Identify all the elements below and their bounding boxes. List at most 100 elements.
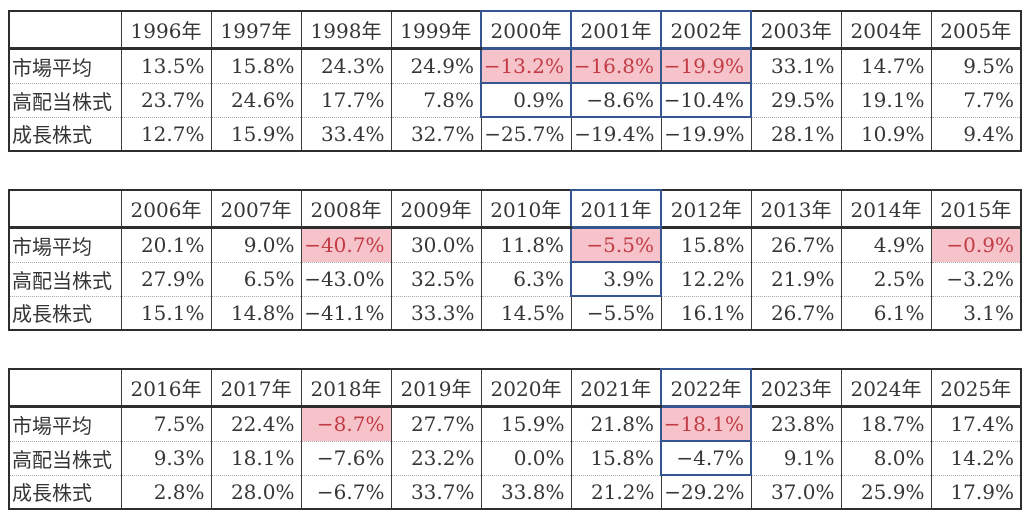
value-cell: 22.4% bbox=[210, 406, 302, 442]
year-header-cell: 2012年 bbox=[660, 189, 752, 229]
value-cell: 25.9% bbox=[840, 474, 932, 510]
value-cell: −8.7% bbox=[300, 406, 392, 442]
value-cell: 33.3% bbox=[390, 295, 482, 331]
value-cell: 23.7% bbox=[120, 82, 212, 118]
year-header-cell: 2005年 bbox=[930, 10, 1022, 50]
value-cell: 12.2% bbox=[660, 261, 752, 297]
value-cell: 26.7% bbox=[750, 227, 842, 263]
value-cell: −5.5% bbox=[570, 295, 662, 331]
value-cell: 7.7% bbox=[930, 82, 1022, 118]
value-cell: 18.1% bbox=[210, 440, 302, 476]
value-cell: −5.5% bbox=[570, 226, 662, 263]
value-cell: −7.6% bbox=[300, 440, 392, 476]
table-row: 市場平均 20.1% 9.0% −40.7% 30.0% 11.8% −5.5% 15.8% 2… bbox=[8, 226, 1022, 263]
year-header-cell: 2013年 bbox=[750, 189, 842, 229]
year-header-cell: 1999年 bbox=[390, 10, 482, 50]
year-header-cell: 2003年 bbox=[750, 10, 842, 50]
value-cell: 33.4% bbox=[300, 116, 392, 152]
value-cell: 17.4% bbox=[930, 406, 1022, 442]
value-cell: 23.2% bbox=[390, 440, 482, 476]
value-cell: 15.9% bbox=[210, 116, 302, 152]
year-header-cell: 1997年 bbox=[210, 10, 302, 50]
value-cell: −0.9% bbox=[930, 227, 1022, 263]
row-label-cell: 高配当株式 bbox=[8, 82, 122, 118]
row-label-cell: 成長株式 bbox=[8, 474, 122, 510]
value-cell: 4.9% bbox=[840, 227, 932, 263]
value-cell: 10.9% bbox=[840, 116, 932, 152]
year-header-cell: 2007年 bbox=[210, 189, 302, 229]
value-cell: 20.1% bbox=[120, 227, 212, 263]
value-cell: 9.0% bbox=[210, 227, 302, 263]
value-cell: −6.7% bbox=[300, 474, 392, 510]
value-cell: 24.6% bbox=[210, 82, 302, 118]
table-row: 高配当株式 9.3% 18.1% −7.6% 23.2% 0.0% 15.8% −4.7% 9.… bbox=[8, 440, 1022, 476]
value-cell: 14.2% bbox=[930, 440, 1022, 476]
value-cell: 0.9% bbox=[480, 82, 572, 118]
header-row: 2006年 2007年 2008年 2009年 2010年 2011年 2012年 2013年… bbox=[8, 189, 1022, 229]
value-cell: 9.4% bbox=[930, 116, 1022, 152]
year-header-cell: 2001年 bbox=[570, 10, 662, 50]
value-cell: 37.0% bbox=[750, 474, 842, 510]
value-cell: 8.0% bbox=[840, 440, 932, 476]
value-cell: 26.7% bbox=[750, 295, 842, 331]
value-cell: 15.1% bbox=[120, 295, 212, 331]
value-cell: 15.8% bbox=[660, 227, 752, 263]
row-label-cell: 高配当株式 bbox=[8, 261, 122, 297]
year-header-cell: 2006年 bbox=[120, 189, 212, 229]
year-header-cell: 2009年 bbox=[390, 189, 482, 229]
value-cell: 32.7% bbox=[390, 116, 482, 152]
year-header-cell: 2015年 bbox=[930, 189, 1022, 229]
value-cell: 9.3% bbox=[120, 440, 212, 476]
year-header-cell: 2000年 bbox=[480, 10, 572, 50]
value-cell: 6.5% bbox=[210, 261, 302, 297]
year-header-cell: 1998年 bbox=[300, 10, 392, 50]
value-cell: 14.8% bbox=[210, 295, 302, 331]
value-cell: 33.8% bbox=[480, 474, 572, 510]
value-cell: 17.7% bbox=[300, 82, 392, 118]
value-cell: 16.1% bbox=[660, 295, 752, 331]
value-cell: 12.7% bbox=[120, 116, 212, 152]
value-cell: −19.9% bbox=[660, 47, 752, 84]
value-cell: 9.5% bbox=[930, 48, 1022, 84]
table-row: 成長株式 12.7% 15.9% 33.4% 32.7% −25.7% −19.4% −19.… bbox=[8, 116, 1022, 152]
value-cell: 15.8% bbox=[570, 440, 662, 476]
year-header-cell: 2004年 bbox=[840, 10, 932, 50]
value-cell: 2.8% bbox=[120, 474, 212, 510]
value-cell: 17.9% bbox=[930, 474, 1022, 510]
value-cell: 21.2% bbox=[570, 474, 662, 510]
header-row: 1996年 1997年 1998年 1999年 2000年 2001年 2002年 2003年… bbox=[8, 10, 1022, 50]
value-cell: 28.0% bbox=[210, 474, 302, 510]
value-cell: −13.2% bbox=[480, 47, 572, 84]
year-header-cell: 2018年 bbox=[300, 368, 392, 408]
header-row: 2016年 2017年 2018年 2019年 2020年 2021年 2022年 2023年… bbox=[8, 368, 1022, 408]
year-header-cell: 2023年 bbox=[750, 368, 842, 408]
value-cell: 7.8% bbox=[390, 82, 482, 118]
table-row: 高配当株式 27.9% 6.5% −43.0% 32.5% 6.3% 3.9% 12.2% 21… bbox=[8, 261, 1022, 297]
row-label-cell: 市場平均 bbox=[8, 227, 122, 263]
table-row: 成長株式 2.8% 28.0% −6.7% 33.7% 33.8% 21.2% −29.2% 3… bbox=[8, 474, 1022, 510]
year-header-cell: 2017年 bbox=[210, 368, 302, 408]
year-header-cell: 2010年 bbox=[480, 189, 572, 229]
value-cell: 24.3% bbox=[300, 48, 392, 84]
value-cell: 9.1% bbox=[750, 440, 842, 476]
value-cell: −18.1% bbox=[660, 405, 752, 442]
row-label-cell: 成長株式 bbox=[8, 116, 122, 152]
table-row: 高配当株式 23.7% 24.6% 17.7% 7.8% 0.9% −8.6% −10.4% 2… bbox=[8, 82, 1022, 118]
value-cell: 11.8% bbox=[480, 227, 572, 263]
value-cell: 19.1% bbox=[840, 82, 932, 118]
value-cell: −19.4% bbox=[570, 116, 662, 152]
value-cell: 6.3% bbox=[480, 261, 572, 297]
value-cell: −29.2% bbox=[660, 474, 752, 510]
value-cell: 18.7% bbox=[840, 406, 932, 442]
year-header-cell: 2014年 bbox=[840, 189, 932, 229]
year-header-cell: 2016年 bbox=[120, 368, 212, 408]
value-cell: 15.9% bbox=[480, 406, 572, 442]
value-cell: −8.6% bbox=[570, 82, 662, 118]
value-cell: −41.1% bbox=[300, 295, 392, 331]
value-cell: 3.1% bbox=[930, 295, 1022, 331]
value-cell: 21.9% bbox=[750, 261, 842, 297]
value-cell: −19.9% bbox=[660, 116, 752, 152]
year-header-cell: 1996年 bbox=[120, 10, 212, 50]
year-header-cell: 2019年 bbox=[390, 368, 482, 408]
returns-table-1996-2005: 1996年 1997年 1998年 1999年 2000年 2001年 2002年 2003年… bbox=[8, 10, 1022, 152]
